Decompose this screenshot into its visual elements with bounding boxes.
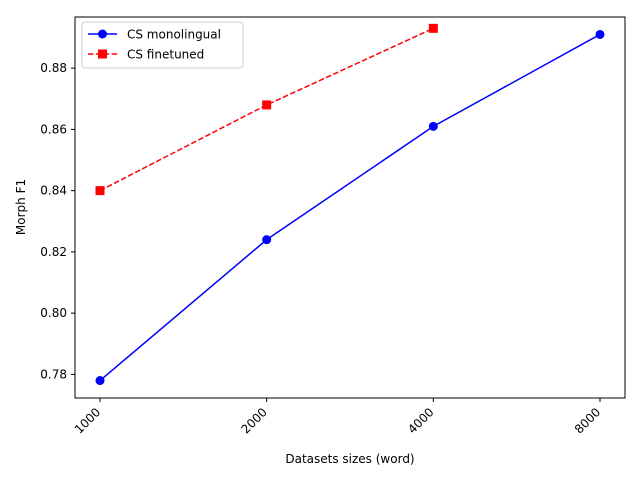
x-axis-ticks: 1000 2000 4000 8000 (72, 398, 603, 437)
plot-area (75, 17, 625, 398)
y-axis-ticks: 0.78 0.80 0.82 0.84 0.86 0.88 (40, 61, 75, 381)
data-point (95, 376, 105, 386)
y-tick-label: 0.80 (40, 306, 67, 320)
x-tick-label: 4000 (405, 405, 436, 436)
series-line (99, 33, 601, 382)
legend-marker (98, 49, 107, 59)
series-line (99, 27, 434, 192)
y-tick-label: 0.84 (40, 184, 67, 198)
y-tick-label: 0.88 (40, 61, 67, 75)
legend-label: CS finetuned (127, 48, 204, 62)
data-point (428, 121, 438, 131)
data-point (95, 186, 105, 196)
plot-frame (74, 16, 626, 399)
y-tick-label: 0.86 (40, 122, 67, 136)
legend-frame (81, 21, 244, 69)
x-axis-label: Datasets sizes (word) (285, 452, 414, 466)
data-point (595, 29, 605, 39)
x-tick-label: 8000 (572, 405, 603, 436)
data-point (262, 235, 272, 245)
legend-marker (98, 29, 107, 39)
data-point (428, 23, 438, 33)
y-axis-label: Morph F1 (14, 179, 28, 235)
data-point (262, 100, 272, 110)
legend: CS monolingual CS finetuned (81, 21, 244, 69)
x-tick-label: 1000 (72, 405, 103, 436)
y-tick-label: 0.82 (40, 245, 67, 259)
series-layer (95, 23, 605, 386)
legend-label: CS monolingual (127, 28, 221, 42)
x-tick-label: 2000 (238, 405, 269, 436)
y-tick-label: 0.78 (40, 367, 67, 381)
